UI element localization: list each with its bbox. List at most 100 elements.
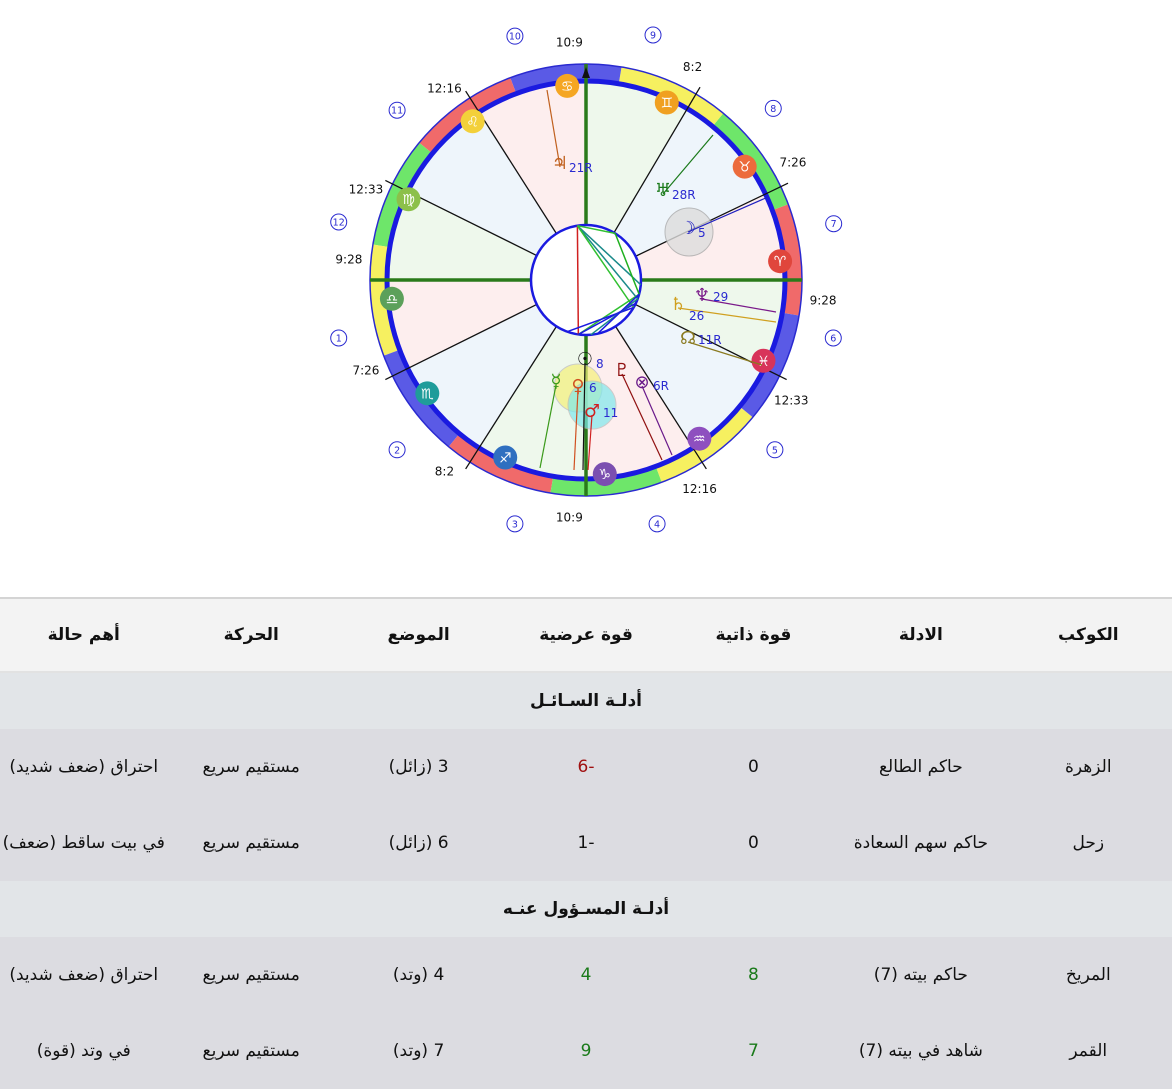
planet-table: الكوكب الادلة قوة ذاتية قوة عرضية الموضع… <box>0 597 1172 1089</box>
table-cell: 3 (زائل) <box>334 729 503 805</box>
sagittarius-icon: ♐ <box>499 450 512 466</box>
cusp-label: 8:2 <box>683 60 702 74</box>
cusp-label: 10:9 <box>556 510 583 524</box>
house-number: 11 <box>391 106 403 117</box>
leo-icon: ♌ <box>466 114 479 130</box>
part-of-fortune-icon: ⊗ <box>634 372 649 393</box>
section-title: أدلـة المسـؤول عنـه <box>0 881 1172 937</box>
cancer-icon: ♋ <box>561 79 574 95</box>
house-number-badge <box>506 515 524 533</box>
house-number-badge <box>388 441 406 459</box>
house-number-badge <box>648 515 666 533</box>
aspect-line <box>614 233 640 295</box>
house-number-badge <box>824 329 842 347</box>
sign-disc <box>732 154 757 179</box>
sign-disc <box>415 381 440 406</box>
planet-line <box>662 134 714 195</box>
house-number-badge <box>825 215 843 233</box>
section-row: أدلـة المسـؤول عنـه <box>0 881 1172 937</box>
planet-degree: 11R <box>698 333 722 347</box>
house-number: 3 <box>512 519 518 530</box>
col-planet: الكوكب <box>1004 598 1172 673</box>
pluto-icon: ♇ <box>614 360 630 381</box>
sign-disc <box>592 462 617 487</box>
table-cell: 4 (وتد) <box>334 937 503 1013</box>
table-cell: 9 <box>502 1013 670 1089</box>
planet-degree: 6R <box>653 379 669 393</box>
table-cell: القمر <box>1004 1013 1172 1089</box>
cusp-label: 12:16 <box>682 482 717 496</box>
sign-disc <box>493 445 518 470</box>
table-cell: حاكم سهم السعادة <box>837 805 1005 881</box>
col-status: أهم حالة <box>0 598 168 673</box>
house-number: 8 <box>770 104 776 115</box>
aspect-line <box>596 293 640 335</box>
cusp-label: 12:33 <box>349 182 384 196</box>
house-sector <box>407 304 557 448</box>
house-number: 1 <box>336 334 342 345</box>
planet-degree: 11 <box>603 406 618 420</box>
house-number: 6 <box>830 334 836 345</box>
planet-line <box>677 307 777 323</box>
sign-disc <box>396 187 421 212</box>
house-number-badge <box>766 441 784 459</box>
sign-disc <box>460 109 485 134</box>
libra-icon: ♎ <box>386 292 399 308</box>
planet-line <box>546 89 561 168</box>
aries-icon: ♈ <box>774 254 787 270</box>
planet-line <box>641 385 673 456</box>
table-cell: 0 <box>669 729 838 805</box>
house-cusp-line <box>465 326 557 470</box>
house-sector <box>387 191 537 280</box>
aspect-line <box>577 293 640 336</box>
house-number-badge <box>506 27 524 45</box>
sign-disc <box>768 249 793 274</box>
capricorn-icon: ♑ <box>599 467 612 483</box>
jupiter-icon: ♃ <box>552 153 568 174</box>
cusp-label: 12:16 <box>427 82 462 96</box>
aspect-line <box>590 298 639 336</box>
sun-icon: ☉ <box>577 349 593 370</box>
table-cell: زحل <box>1004 805 1172 881</box>
house-number: 2 <box>394 445 400 456</box>
aspect-line <box>576 225 580 335</box>
virgo-icon: ♍ <box>402 192 415 208</box>
venus-icon: ♀ <box>571 376 584 397</box>
sign-disc <box>751 348 776 373</box>
table-cell: مستقيم سريع <box>167 937 335 1013</box>
table-row: القمر شاهد في بيته (7) 7 9 7 (وتد) مستقيم سري… <box>0 1013 1172 1089</box>
house-sector <box>586 81 688 233</box>
house-sector <box>479 81 586 234</box>
house-number-badge <box>330 213 348 231</box>
cusp-label: 7:26 <box>779 155 806 169</box>
sign-disc <box>555 73 580 98</box>
mc-arrow-icon <box>582 67 590 78</box>
horoscope-wheel: 9:28 1 7:26 2 8:2 3 10:9 4 12:16 5 12:33 6 9:28 7 7:26… <box>330 26 843 533</box>
planet-line <box>587 414 593 471</box>
aspect-line <box>576 225 639 300</box>
uranus-icon: ♅ <box>655 180 671 201</box>
table-row: زحل حاكم سهم السعادة 0 -1 6 (زائل) مستقيم سري… <box>0 805 1172 881</box>
sign-disc <box>379 286 404 311</box>
sign-disc <box>654 90 679 115</box>
table-cell: حاكم بيته (7) <box>837 937 1005 1013</box>
house-number: 12 <box>333 217 345 228</box>
planet-degree: 26 <box>689 309 704 323</box>
chart-area: 9:28 1 7:26 2 8:2 3 10:9 4 12:16 5 12:33 6 9:28 7 7:26… <box>330 26 843 533</box>
planet-degree: 21R <box>569 161 593 175</box>
section-title: أدلـة السـائـل <box>0 672 1172 729</box>
house-sector <box>479 326 586 479</box>
aspect-line <box>576 225 635 308</box>
aspect-line <box>576 225 642 286</box>
col-motion: الحركة <box>167 598 335 673</box>
aquarius-icon: ♒ <box>693 432 706 448</box>
house-sector <box>613 108 766 257</box>
table-header-row: الكوكب الادلة قوة ذاتية قوة عرضية الموضع… <box>0 598 1172 673</box>
mars-highlight <box>567 380 617 430</box>
house-number-badge <box>330 329 348 347</box>
house-number-badge <box>644 26 662 44</box>
table-cell: 8 <box>669 937 838 1013</box>
table-cell: مستقيم سريع <box>167 729 335 805</box>
house-cusp-line <box>385 303 538 381</box>
table-cell: المريخ <box>1004 937 1172 1013</box>
